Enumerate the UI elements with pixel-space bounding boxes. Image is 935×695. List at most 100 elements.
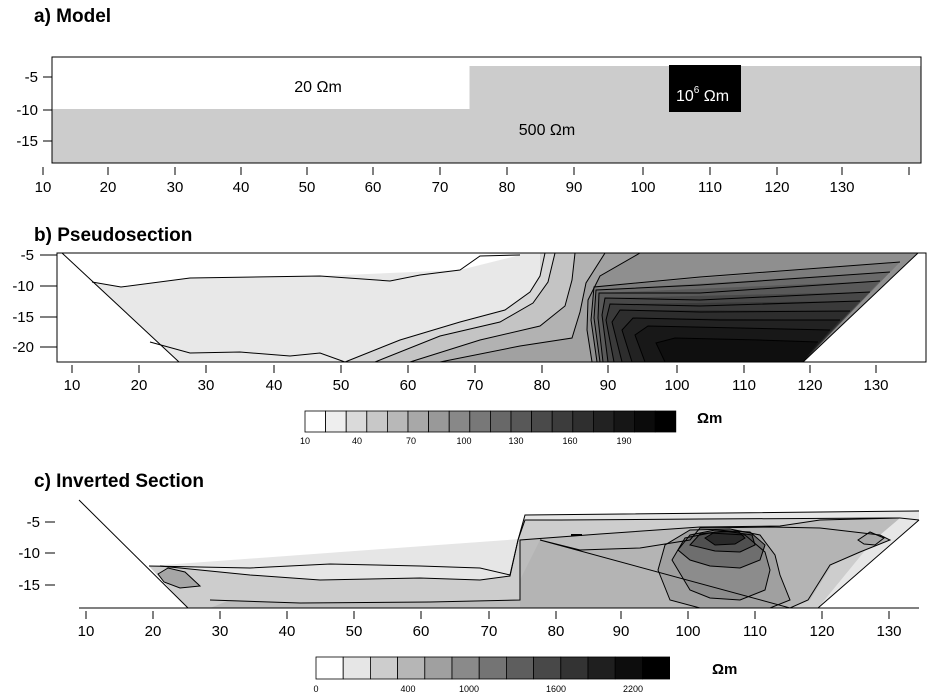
inverted-x-axis: 10 20 30 40 50 60 70 80 90 100 110 120 1…	[78, 623, 902, 640]
model-x-tick: 60	[365, 179, 382, 196]
pseudo-color-scale	[304, 410, 677, 433]
inverted-color-scale	[315, 656, 671, 680]
inverted-y-tick: -10	[18, 545, 40, 562]
model-x-tick: 40	[233, 179, 250, 196]
pseudo-x-tick: 90	[600, 377, 617, 394]
model-x-tick: 90	[566, 179, 583, 196]
model-layer-500	[52, 109, 469, 163]
pseudo-x-tick: 40	[266, 377, 283, 394]
model-y-tick: -5	[25, 69, 38, 86]
scale-swatch	[451, 656, 480, 680]
pseudo-scale-label: 10	[300, 436, 310, 446]
scale-swatch	[369, 656, 398, 680]
scale-swatch	[342, 656, 371, 680]
inverted-x-tick: 20	[145, 623, 162, 640]
scale-swatch	[469, 410, 491, 433]
inverted-x-tick: 80	[548, 623, 565, 640]
pseudo-contours	[91, 252, 901, 363]
inverted-x-tick: 90	[613, 623, 630, 640]
model-y-tick: -15	[16, 133, 38, 150]
scale-swatch	[614, 656, 643, 680]
pseudo-x-tick: 70	[467, 377, 484, 394]
scale-swatch	[642, 656, 671, 680]
pseudo-y-tick: -15	[12, 309, 34, 326]
scale-swatch	[551, 410, 574, 433]
inverted-x-tick: 110	[743, 623, 767, 640]
model-x-tick: 70	[432, 179, 449, 196]
pseudo-x-tick: 50	[333, 377, 350, 394]
model-x-tick: 110	[698, 179, 722, 196]
scale-swatch	[572, 410, 594, 433]
model-high-block	[669, 65, 741, 112]
pseudo-scale-label: 190	[616, 436, 631, 446]
model-x-tick: 130	[829, 179, 854, 196]
panel-b-title: b) Pseudosection	[34, 225, 192, 246]
pseudo-y-tick: -20	[12, 339, 34, 356]
pseudo-x-axis: 10 20 30 40 50 60 70 80 90 100 110 120 1…	[64, 377, 889, 394]
scale-swatch	[366, 410, 388, 433]
pseudo-plot	[56, 252, 927, 363]
model-tick-marks	[43, 76, 52, 142]
inverted-y-axis: -5 -10 -15	[18, 514, 40, 594]
inverted-plot	[78, 499, 920, 609]
model-x-axis: 10 20 30 40 50 60 70 80 90 100 110 120 1…	[35, 179, 855, 196]
scale-swatch	[448, 410, 471, 433]
scale-swatch	[345, 410, 368, 433]
panel-a-title: a) Model	[34, 6, 111, 27]
pseudo-x-tick: 80	[534, 377, 551, 394]
scale-swatch	[424, 656, 453, 680]
scale-swatch	[478, 656, 507, 680]
inverted-x-tick: 40	[279, 623, 296, 640]
inverted-x-tick: 120	[809, 623, 834, 640]
model-y-axis: -5 -10 -15	[16, 69, 38, 150]
pseudo-x-tick: 20	[131, 377, 148, 394]
scale-swatch	[407, 410, 430, 433]
pseudo-scale-labels: 10 40 70 100 130 160 190	[300, 436, 632, 446]
model-x-tick: 100	[630, 179, 655, 196]
pseudo-scale-label: 130	[508, 436, 523, 446]
scale-swatch	[593, 410, 615, 433]
inverted-x-tick: 50	[346, 623, 363, 640]
pseudo-x-tick: 110	[732, 377, 756, 394]
inverted-x-tick: 30	[212, 623, 229, 640]
pseudo-scale-label: 70	[406, 436, 416, 446]
scale-swatch	[533, 656, 562, 680]
inverted-scale-label: 2200	[623, 684, 643, 694]
inverted-scale-label: 1600	[546, 684, 566, 694]
pseudo-x-tick: 130	[863, 377, 888, 394]
scale-swatch	[386, 410, 409, 433]
model-x-tick: 120	[764, 179, 789, 196]
inverted-contours	[148, 510, 920, 609]
scale-swatch	[531, 410, 553, 433]
scale-swatch	[613, 410, 636, 433]
scale-swatch	[315, 656, 344, 680]
scale-swatch	[560, 656, 589, 680]
scale-swatch	[489, 410, 512, 433]
inverted-y-tick: -5	[27, 514, 40, 531]
pseudo-scale-label: 160	[562, 436, 577, 446]
model-label-500: 500 Ωm	[519, 122, 575, 139]
pseudo-x-tick: 100	[664, 377, 689, 394]
inverted-scale-label: 1000	[459, 684, 479, 694]
pseudo-y-tick: -10	[12, 278, 34, 295]
scale-swatch	[304, 410, 327, 433]
scale-swatch	[325, 410, 347, 433]
inverted-x-tick-marks	[85, 611, 890, 619]
pseudo-x-tick: 60	[400, 377, 417, 394]
inverted-scale-labels: 0 400 1000 1600 2200	[313, 684, 643, 694]
pseudo-x-tick: 10	[64, 377, 81, 394]
inverted-x-tick: 70	[481, 623, 498, 640]
model-x-tick: 20	[100, 179, 117, 196]
scale-swatch	[634, 410, 656, 433]
inverted-x-tick: 130	[876, 623, 901, 640]
panel-c-title: c) Inverted Section	[34, 471, 204, 492]
pseudo-x-tick: 120	[797, 377, 822, 394]
scale-swatch	[397, 656, 426, 680]
model-x-tick: 10	[35, 179, 52, 196]
model-plot	[51, 56, 922, 164]
inverted-y-tick-marks	[45, 521, 55, 586]
scale-swatch	[587, 656, 616, 680]
inverted-scale-unit: Ωm	[712, 661, 737, 678]
model-x-tick: 30	[167, 179, 184, 196]
pseudo-scale-label: 40	[352, 436, 362, 446]
